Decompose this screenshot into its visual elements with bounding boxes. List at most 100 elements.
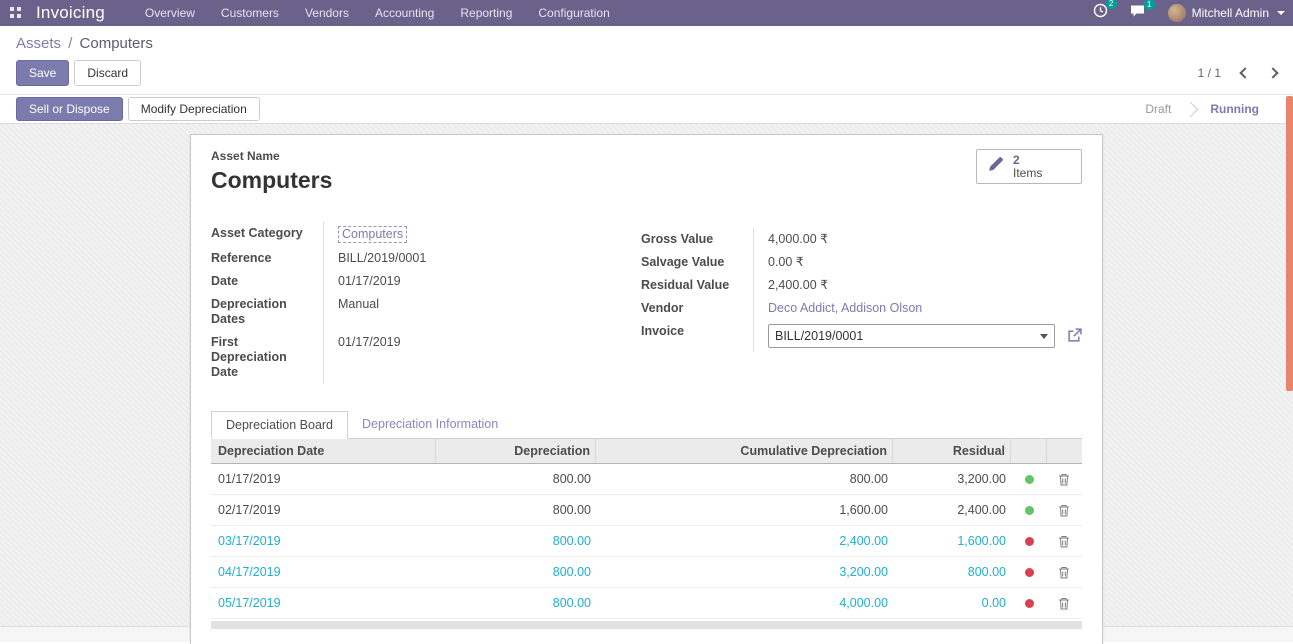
table-row[interactable]: 04/17/2019 800.00 3,200.00 800.00 [211, 557, 1082, 588]
cell-cumulative: 3,200.00 [839, 565, 888, 579]
unposted-status-dot [1024, 536, 1034, 546]
asset-category-label: Asset Category [211, 226, 303, 240]
apps-grid-icon[interactable] [10, 7, 22, 19]
cell-depreciation: 800.00 [552, 596, 591, 610]
asset-category-value[interactable]: Computers [338, 226, 408, 243]
items-stat-button[interactable]: 2 Items [976, 149, 1082, 184]
cell-cumulative: 1,600.00 [839, 503, 888, 517]
status-steps: Draft Running [1125, 95, 1293, 123]
date-value[interactable]: 01/17/2019 [323, 270, 615, 293]
first-depreciation-date-value[interactable]: 01/17/2019 [323, 331, 615, 384]
gross-value-label: Gross Value [641, 232, 714, 246]
residual-value-label: Residual Value [641, 278, 730, 292]
tab-depreciation-information[interactable]: Depreciation Information [362, 417, 499, 431]
menu-configuration[interactable]: Configuration [538, 6, 610, 20]
discard-button[interactable]: Discard [74, 60, 142, 86]
modify-depreciation-button[interactable]: Modify Depreciation [127, 97, 260, 121]
column-header-depreciation[interactable]: Depreciation [436, 439, 596, 463]
vertical-scrollbar-thumb[interactable] [1286, 96, 1293, 391]
table-row[interactable]: 05/17/2019 800.00 4,000.00 0.00 [211, 588, 1082, 619]
column-header-residual[interactable]: Residual [893, 439, 1011, 463]
pager-next-icon[interactable] [1267, 67, 1279, 79]
invoice-label: Invoice [641, 324, 685, 338]
cell-date: 05/17/2019 [218, 596, 281, 610]
notebook: Depreciation Board Depreciation Informat… [211, 410, 1082, 629]
delete-row-button[interactable] [1058, 504, 1070, 517]
breadcrumb-assets-link[interactable]: Assets [16, 35, 62, 52]
activities-button[interactable]: 2 [1093, 0, 1117, 23]
right-field-group: Gross Value 4,000.00 ₹ Salvage Value 0.0… [641, 228, 1082, 384]
delete-row-button[interactable] [1058, 566, 1070, 579]
depreciation-board-table: Depreciation Date Depreciation Cumulativ… [211, 439, 1082, 629]
cell-depreciation: 800.00 [552, 503, 591, 517]
column-header-cumulative[interactable]: Cumulative Depreciation [596, 439, 893, 463]
asset-name-label: Asset Name [211, 149, 280, 163]
delete-row-button[interactable] [1058, 535, 1070, 548]
items-label: Items [1013, 165, 1043, 180]
menu-vendors[interactable]: Vendors [304, 6, 349, 20]
dropdown-caret-icon [1040, 333, 1048, 339]
cell-residual: 1,600.00 [957, 534, 1006, 548]
chevron-down-icon [1277, 11, 1285, 15]
cell-depreciation: 800.00 [552, 472, 591, 486]
delete-row-button[interactable] [1058, 473, 1070, 486]
cell-residual: 0.00 [981, 596, 1006, 610]
menu-accounting[interactable]: Accounting [374, 6, 435, 20]
unposted-status-dot [1024, 567, 1034, 577]
delete-row-button[interactable] [1058, 597, 1070, 610]
date-label: Date [211, 274, 239, 288]
user-name: Mitchell Admin [1191, 6, 1269, 20]
depreciation-dates-value[interactable]: Manual [323, 293, 615, 331]
cell-cumulative: 4,000.00 [839, 596, 888, 610]
menu-customers[interactable]: Customers [220, 6, 279, 20]
depreciation-dates-label: Depreciation Dates [211, 297, 287, 326]
table-row[interactable]: 03/17/2019 800.00 2,400.00 1,600.00 [211, 526, 1082, 557]
activity-count-badge: 2 [1105, 0, 1117, 9]
menu-overview[interactable]: Overview [144, 6, 195, 20]
cell-cumulative: 800.00 [849, 472, 888, 486]
left-field-group: Asset Category Computers Reference BILL/… [211, 222, 615, 384]
unposted-status-dot [1024, 598, 1034, 608]
sell-or-dispose-button[interactable]: Sell or Dispose [16, 97, 123, 121]
app-brand[interactable]: Invoicing [36, 3, 105, 22]
gross-value-value[interactable]: 4,000.00 ₹ [753, 228, 1082, 251]
status-running[interactable]: Running [1210, 101, 1259, 116]
table-header-row: Depreciation Date Depreciation Cumulativ… [211, 439, 1082, 464]
status-draft[interactable]: Draft [1145, 101, 1172, 116]
cell-residual: 2,400.00 [957, 503, 1006, 517]
clock-icon [1093, 3, 1108, 23]
table-row[interactable]: 01/17/2019 800.00 800.00 3,200.00 [211, 464, 1082, 495]
user-menu[interactable]: Mitchell Admin [1167, 4, 1285, 22]
user-avatar [1167, 4, 1186, 22]
cell-residual: 3,200.00 [957, 472, 1006, 486]
column-header-status [1011, 439, 1047, 463]
tab-depreciation-board[interactable]: Depreciation Board [211, 411, 349, 439]
table-row[interactable]: 02/17/2019 800.00 1,600.00 2,400.00 [211, 495, 1082, 526]
external-link-icon[interactable] [1067, 328, 1082, 347]
first-depreciation-date-label: First Depreciation Date [211, 335, 287, 379]
cell-depreciation: 800.00 [552, 534, 591, 548]
pager: 1 / 1 [1198, 66, 1279, 80]
save-button[interactable]: Save [16, 60, 70, 86]
invoice-select[interactable]: BILL/2019/0001 [768, 324, 1055, 348]
asset-name-title[interactable]: Computers [211, 167, 333, 193]
vendor-value-link[interactable]: Deco Addict, Addison Olson [768, 301, 923, 315]
form-view-background: Asset Name Computers 2 Items Asset Categ… [0, 96, 1293, 644]
pencil-icon [987, 156, 1004, 178]
reference-value[interactable]: BILL/2019/0001 [323, 247, 615, 270]
cell-residual: 800.00 [967, 565, 1006, 579]
residual-value-value[interactable]: 2,400.00 ₹ [753, 274, 1082, 297]
tab-bar: Depreciation Board Depreciation Informat… [211, 410, 1082, 439]
table-footer-bar [211, 621, 1082, 629]
breadcrumb: Assets / Computers [16, 35, 1277, 52]
column-header-depreciation-date[interactable]: Depreciation Date [211, 439, 436, 463]
chat-bubble-icon [1130, 4, 1146, 23]
cell-depreciation: 800.00 [552, 565, 591, 579]
messages-button[interactable]: 1 [1130, 0, 1155, 23]
pager-previous-icon[interactable] [1239, 67, 1251, 79]
menu-reporting[interactable]: Reporting [460, 6, 513, 20]
vendor-label: Vendor [641, 301, 684, 315]
breadcrumb-separator: / [68, 35, 73, 52]
salvage-value-value[interactable]: 0.00 ₹ [753, 251, 1082, 274]
message-count-badge: 1 [1143, 0, 1155, 10]
